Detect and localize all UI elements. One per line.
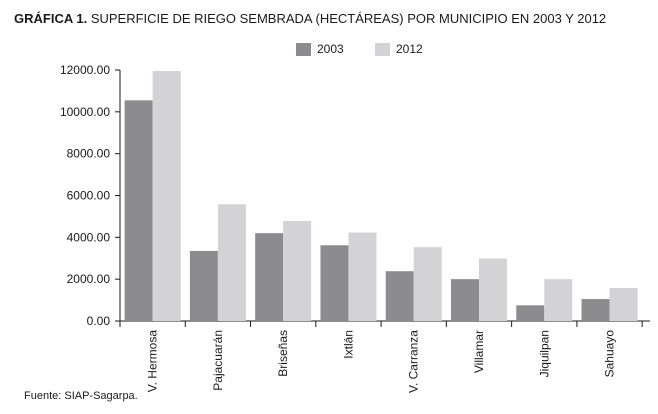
bar-2012-1	[217, 204, 246, 321]
chart-title-text: SUPERFICIE DE RIEGO SEMBRADA (HECTÁREAS)…	[90, 11, 607, 26]
y-tick-label: 2000.00	[67, 272, 111, 286]
category-label: Ixtlán	[341, 330, 355, 359]
legend: 2003 2012	[0, 42, 658, 62]
legend-label-2012: 2012	[396, 42, 423, 56]
bar-2012-4	[413, 247, 442, 321]
y-tick-label: 10000.00	[60, 105, 110, 119]
legend-swatch-2003	[296, 42, 311, 56]
bar-2012-3	[348, 232, 377, 321]
bar-2012-2	[283, 221, 312, 321]
category-label: Villamar	[472, 330, 486, 373]
legend-item-2012: 2012	[375, 42, 423, 56]
legend-item-2003: 2003	[296, 42, 344, 56]
bar-2003-0	[124, 100, 153, 322]
y-tick-label: 12000.00	[60, 63, 110, 77]
chart-title: GRÁFICA 1. SUPERFICIE DE RIEGO SEMBRADA …	[14, 11, 606, 26]
category-label: Jiquilpan	[537, 330, 551, 377]
category-label: V. Hermosa	[146, 330, 160, 393]
bar-2012-0	[152, 71, 181, 321]
bar-2012-5	[478, 258, 507, 321]
bar-2003-2	[255, 233, 284, 321]
bar-2003-5	[450, 279, 479, 321]
category-label: Pajacuarán	[211, 330, 225, 391]
chart-title-prefix: GRÁFICA 1.	[14, 11, 88, 26]
category-label: V. Carranza	[407, 330, 421, 393]
y-tick-label: 8000.00	[67, 147, 111, 161]
bar-2012-7	[609, 287, 638, 321]
bar-2012-6	[544, 279, 573, 321]
source-note: Fuente: SIAP-Sagarpa.	[24, 390, 138, 402]
bar-2003-3	[320, 245, 349, 321]
legend-label-2003: 2003	[317, 42, 344, 56]
bar-2003-7	[581, 299, 610, 321]
bar-2003-4	[385, 271, 414, 321]
y-tick-label: 6000.00	[67, 189, 111, 203]
bar-2003-1	[189, 250, 218, 321]
bar-2003-6	[516, 305, 545, 321]
category-label: Briseñas	[276, 330, 290, 377]
y-tick-label: 4000.00	[67, 230, 111, 244]
category-label: Sahuayo	[603, 330, 617, 378]
y-tick-label: 0.00	[87, 314, 111, 328]
legend-swatch-2012	[375, 42, 390, 56]
